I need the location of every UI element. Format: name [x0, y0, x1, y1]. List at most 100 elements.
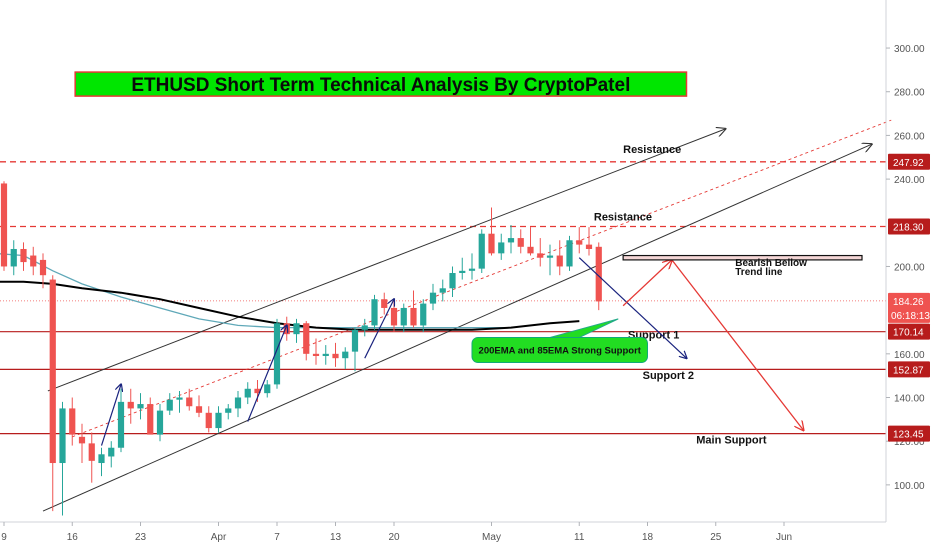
level-price-label: 123.45: [893, 430, 924, 441]
candle-body: [371, 299, 378, 326]
candle-body: [400, 307, 407, 326]
candle-body: [117, 401, 125, 448]
level-price-label: 218.30: [893, 222, 924, 233]
candle: [351, 327, 359, 372]
price-axis: 300.00 280.00 260.00 240.00 200.00 160.00 140.…: [885, 0, 930, 522]
time-tick-label: 13: [330, 532, 342, 543]
level-price-tag: [888, 218, 930, 235]
candle: [30, 246, 37, 276]
candle-body: [468, 268, 476, 271]
level-price-tag: [888, 153, 930, 170]
ema-callout-text: 200EMA and 85EMA Strong Support: [479, 346, 642, 357]
time-tick-label: Apr: [211, 532, 227, 543]
level-price-label: 247.92: [893, 158, 924, 169]
candle: [59, 401, 66, 516]
chart-title: ETHUSD Short Term Technical Analysis By …: [74, 71, 688, 97]
impulse-arrow: [578, 257, 686, 358]
moving-averages: [0, 253, 580, 331]
time-tick-label: 23: [135, 532, 147, 543]
candle: [439, 279, 446, 302]
price-tick-label: 120.00: [894, 437, 925, 448]
candle-body: [30, 255, 37, 267]
price-tick-label: 300.00: [894, 44, 925, 55]
level-price-tag: [888, 425, 930, 442]
candle-body: [186, 397, 193, 407]
candle: [166, 393, 173, 415]
candle-body: [410, 307, 417, 326]
time-axis: 9 16 23 Apr 7 13 20 May 11 18 25 Jun: [0, 521, 886, 543]
candle-body: [59, 408, 66, 464]
candle-body: [39, 259, 47, 276]
candle-body: [390, 307, 398, 326]
candle: [186, 388, 193, 411]
candle-body: [332, 353, 339, 359]
candle: [576, 227, 583, 254]
candle-body: [517, 238, 524, 247]
level-price-tag: [888, 361, 930, 378]
candles: [0, 181, 602, 516]
candle: [468, 253, 476, 280]
candle-body: [20, 248, 27, 263]
trendline-label-2: Trend line: [735, 267, 783, 278]
candle: [234, 390, 242, 418]
time-tick-label: 9: [1, 532, 7, 543]
bearish-trendline-box: [622, 254, 863, 261]
candle: [332, 342, 339, 367]
candle: [49, 275, 56, 512]
candle: [429, 283, 437, 311]
candle: [156, 404, 164, 442]
candle: [420, 299, 427, 332]
price-tick-label: 260.00: [894, 131, 925, 142]
candle: [517, 229, 524, 254]
candle-body: [225, 408, 232, 413]
candle-body: [69, 408, 76, 435]
candle: [527, 227, 534, 256]
candle: [371, 294, 378, 330]
price-tick-label: 200.00: [894, 262, 925, 273]
candle: [176, 390, 183, 413]
candle: [225, 404, 232, 420]
candle-body: [283, 323, 290, 335]
candle: [127, 388, 134, 424]
price-tick-label: 240.00: [894, 175, 925, 186]
candle-body: [264, 384, 271, 394]
candle-body: [420, 303, 427, 326]
level-label: Support 2: [643, 370, 694, 382]
current-price-label: 184.26: [893, 297, 924, 308]
level-price-label: 170.14: [893, 328, 924, 339]
time-tick-label: May: [482, 532, 501, 543]
candle: [449, 266, 456, 298]
impulse-arrow: [247, 325, 287, 422]
candle-body: [595, 246, 602, 302]
candle: [312, 338, 320, 365]
candle-body: [322, 353, 329, 357]
candle: [88, 432, 95, 483]
candle: [147, 397, 154, 435]
candle-body: [244, 388, 251, 398]
candle-body: [585, 244, 593, 249]
candle-body: [351, 329, 359, 352]
candle: [410, 290, 417, 328]
candle: [244, 382, 251, 405]
candle-body: [303, 323, 310, 354]
candle-body: [215, 412, 222, 429]
candle-body: [537, 253, 544, 258]
candle: [498, 233, 505, 260]
candle-body: [156, 410, 164, 435]
projection-arrow: [671, 259, 804, 430]
candle: [478, 229, 485, 274]
level-label: Resistance: [594, 212, 652, 224]
candle: [303, 321, 310, 361]
candle: [39, 253, 47, 289]
ema-callout-box: [471, 336, 648, 364]
candle-body: [556, 255, 563, 267]
level-price-label: 152.87: [893, 365, 924, 376]
price-tick-label: 140.00: [894, 394, 925, 405]
candle-body: [478, 233, 485, 269]
candle: [78, 423, 86, 464]
candle: [215, 406, 222, 433]
candle: [20, 242, 27, 271]
candle: [585, 227, 593, 256]
